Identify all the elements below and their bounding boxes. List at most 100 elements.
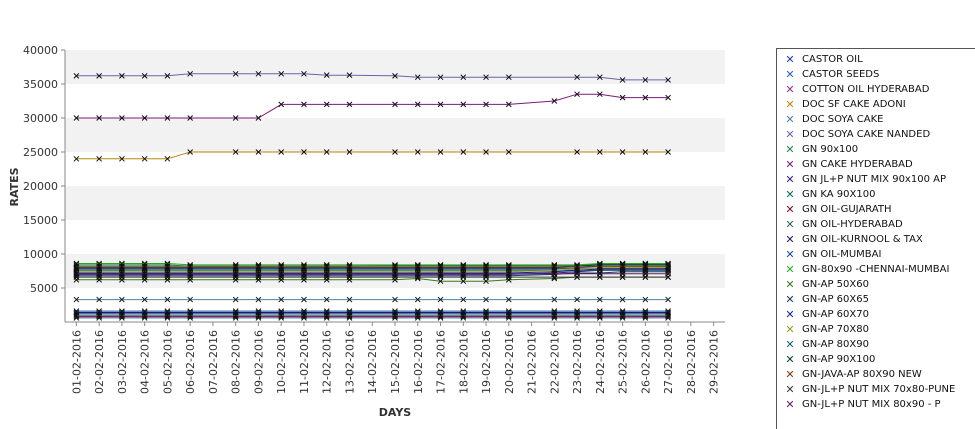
data-point <box>278 270 285 277</box>
data-point <box>187 263 194 270</box>
y-tick-label: 15000 <box>23 214 58 227</box>
y-tick-label: 30000 <box>23 112 58 125</box>
series-line <box>76 93 669 119</box>
legend-item: ✕ GN OIL-GUJARATH <box>777 204 975 219</box>
data-point <box>619 308 626 314</box>
legend-label: GN OIL-KURNOOL & TAX <box>802 234 923 245</box>
data-point <box>437 263 444 270</box>
data-point <box>119 263 125 270</box>
series <box>73 91 671 121</box>
data-point <box>301 149 307 155</box>
data-point <box>164 270 171 277</box>
data-point <box>141 115 148 121</box>
legend-marker-icon: ✕ <box>785 68 795 81</box>
data-point <box>460 296 467 303</box>
data-point <box>619 149 626 155</box>
x-tick-label: 09-02-2016 <box>252 330 265 394</box>
data-point <box>278 101 285 108</box>
legend-item: ✕ GN-AP 90X100 <box>777 354 975 369</box>
legend-label: GN-AP 80X90 <box>802 339 869 350</box>
data-point <box>73 296 80 303</box>
legend-label: GN CAKE HYDERABAD <box>802 159 913 170</box>
data-point <box>323 263 330 270</box>
data-point <box>119 270 125 277</box>
x-tick-label: 08-02-2016 <box>230 330 243 394</box>
data-point <box>301 296 307 303</box>
data-point <box>164 308 171 314</box>
y-axis-title: RATES <box>8 167 21 206</box>
x-tick-label: 26-02-2016 <box>639 330 652 394</box>
legend-marker-icon: ✕ <box>785 368 795 381</box>
data-point <box>505 74 512 81</box>
data-point <box>574 270 580 277</box>
data-point <box>437 296 444 303</box>
data-point <box>255 308 262 314</box>
data-point <box>141 270 148 277</box>
data-point <box>164 263 171 270</box>
data-point <box>392 296 398 303</box>
x-tick-label: 22-02-2016 <box>548 330 561 394</box>
data-point <box>483 101 489 108</box>
data-point <box>255 149 262 155</box>
data-point <box>96 115 102 121</box>
legend-item: ✕ GN 90x100 <box>777 144 975 159</box>
legend-item: ✕ GN-AP 70X80 <box>777 324 975 339</box>
data-point <box>346 308 353 314</box>
data-point <box>119 308 125 314</box>
data-point <box>642 263 649 270</box>
data-point <box>346 72 353 79</box>
data-point <box>232 263 239 270</box>
data-point <box>483 263 489 270</box>
data-point <box>255 270 262 277</box>
data-point <box>460 270 467 277</box>
data-point <box>642 308 649 314</box>
legend-item: ✕ DOC SOYA CAKE NANDED <box>777 129 975 144</box>
legend-item: ✕ GN JL+P NUT MIX 90x100 AP <box>777 174 975 189</box>
data-point <box>665 77 671 83</box>
series-line <box>76 265 669 270</box>
data-point <box>164 296 171 303</box>
x-tick-label: 01-02-2016 <box>70 330 83 394</box>
data-point <box>483 296 489 303</box>
legend-marker-icon: ✕ <box>785 293 795 306</box>
legend-marker-icon: ✕ <box>785 188 795 201</box>
data-point <box>73 263 80 270</box>
data-point <box>437 101 444 108</box>
data-point <box>73 308 80 314</box>
data-point <box>437 270 444 277</box>
data-point <box>551 308 558 314</box>
legend-item: ✕ DOC SOYA CAKE <box>777 114 975 129</box>
legend-marker-icon: ✕ <box>785 128 795 141</box>
data-point <box>551 263 558 270</box>
data-point <box>619 94 626 101</box>
data-point <box>665 296 671 303</box>
legend-marker-icon: ✕ <box>785 203 795 216</box>
data-point <box>232 308 239 314</box>
x-tick-label: 23-02-2016 <box>571 330 584 394</box>
x-tick-label: 13-02-2016 <box>343 330 356 394</box>
grid-band <box>65 186 725 220</box>
data-point <box>460 74 467 81</box>
legend-marker-icon: ✕ <box>785 248 795 261</box>
y-tick-label: 40000 <box>23 44 58 57</box>
data-point <box>642 77 649 83</box>
data-point <box>505 308 512 314</box>
series-line <box>76 268 669 274</box>
data-point <box>323 270 330 277</box>
x-tick-label: 21-02-2016 <box>526 330 539 394</box>
data-point <box>551 98 558 104</box>
series-line <box>76 263 669 266</box>
data-point <box>460 263 467 270</box>
x-tick-label: 07-02-2016 <box>207 330 220 394</box>
x-tick-label: 19-02-2016 <box>480 330 493 394</box>
data-point <box>665 263 671 270</box>
series <box>73 308 671 314</box>
data-point <box>346 263 353 270</box>
data-point <box>642 94 649 101</box>
data-point <box>483 149 489 155</box>
data-point <box>96 263 102 270</box>
data-point <box>255 115 262 121</box>
data-point <box>301 70 307 77</box>
data-point <box>301 263 307 270</box>
data-point <box>437 149 444 155</box>
